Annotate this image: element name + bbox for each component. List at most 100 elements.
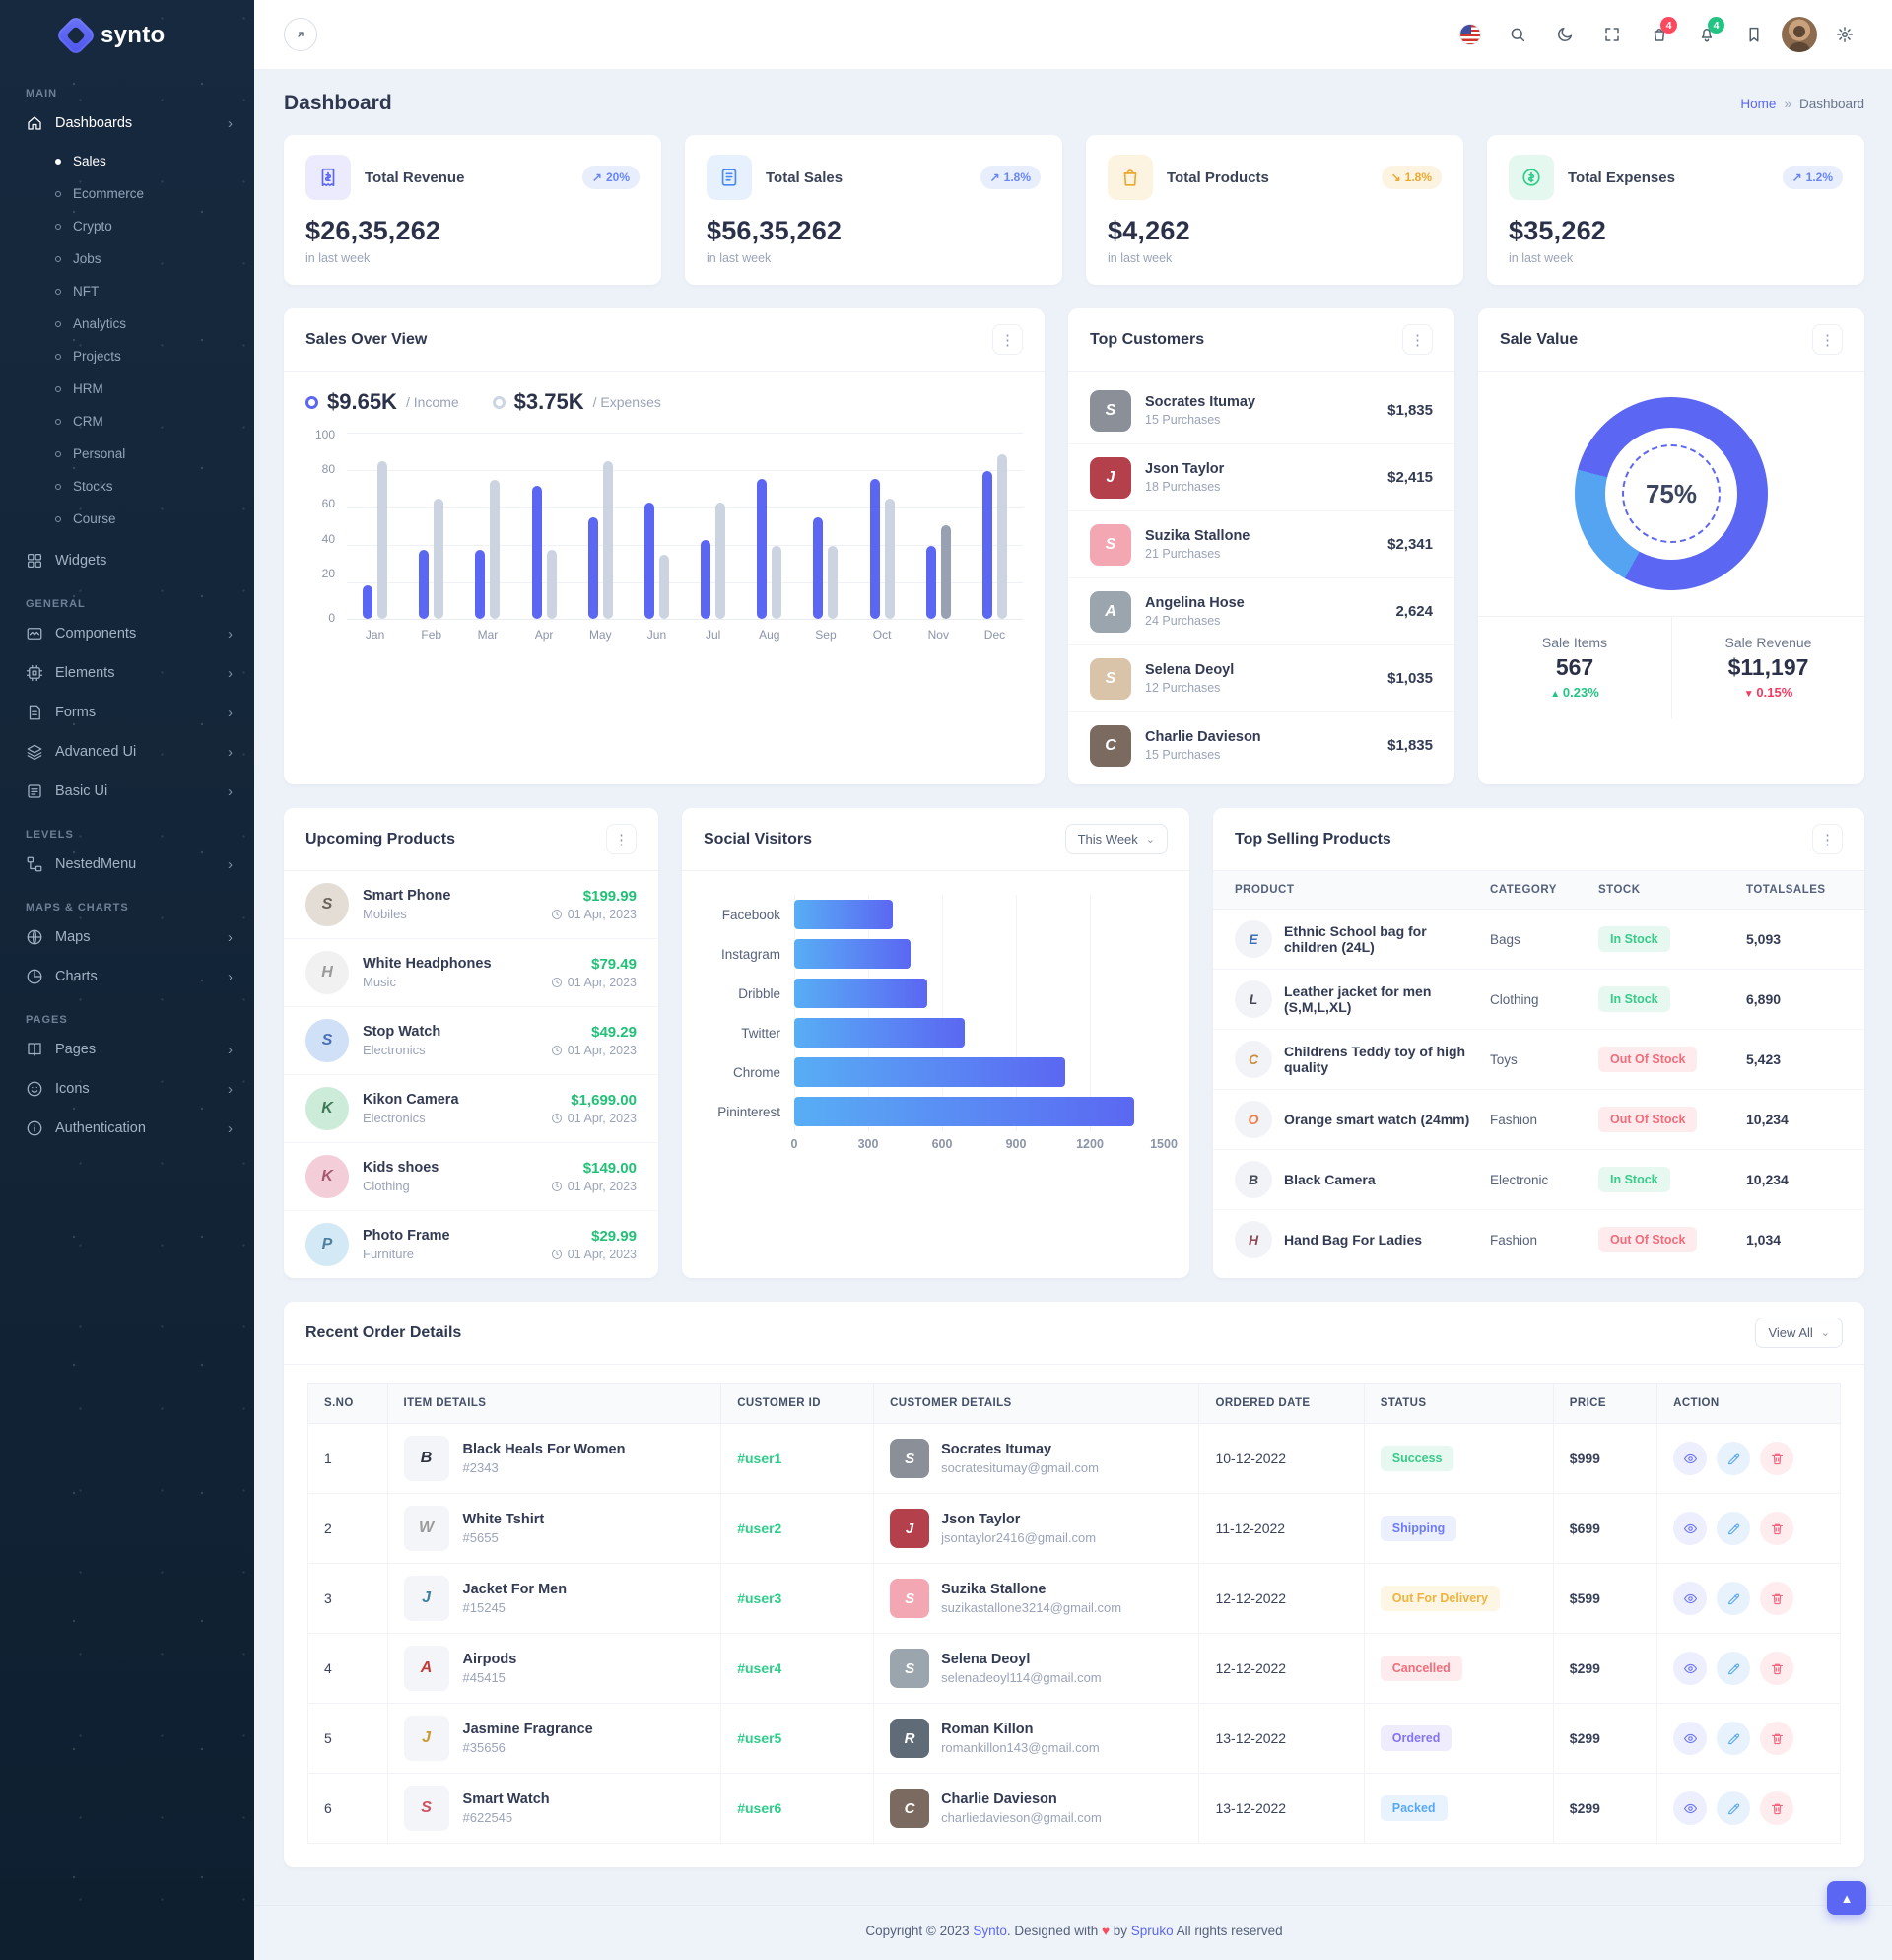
table-row[interactable]: 2 W White Tshirt #5655 bbox=[308, 1494, 1841, 1564]
stat-card-total-expenses[interactable]: Total Expenses ↗1.2% $35,262 in last wee… bbox=[1487, 135, 1864, 285]
sidebar-item-widgets[interactable]: Widgets bbox=[0, 541, 254, 580]
sidebar-subitem[interactable]: HRM bbox=[0, 372, 254, 405]
customer-list-item[interactable]: S Suzika Stallone 21 Purchases $2,341 bbox=[1068, 511, 1454, 578]
view-button[interactable] bbox=[1673, 1512, 1707, 1545]
view-button[interactable] bbox=[1673, 1582, 1707, 1615]
sidebar-subitem[interactable]: CRM bbox=[0, 405, 254, 438]
product-list-item[interactable]: K Kids shoes Clothing $149.00 01 Ap bbox=[284, 1143, 658, 1211]
delete-button[interactable] bbox=[1760, 1512, 1793, 1545]
month-label: Sep bbox=[797, 628, 853, 642]
sidebar-subitem[interactable]: Course bbox=[0, 503, 254, 535]
table-row[interactable]: 1 B Black Heals For Women #2343 bbox=[308, 1424, 1841, 1494]
sidebar-item-dashboards[interactable]: Dashboards › bbox=[0, 103, 254, 143]
breadcrumb-home-link[interactable]: Home bbox=[1740, 97, 1776, 111]
card-menu-button[interactable]: ⋮ bbox=[1812, 824, 1843, 854]
card-menu-button[interactable]: ⋮ bbox=[992, 324, 1023, 355]
sidebar-group-general: GENERAL bbox=[0, 580, 254, 614]
delete-button[interactable] bbox=[1760, 1791, 1793, 1825]
sidebar-item-elements[interactable]: Elements › bbox=[0, 653, 254, 693]
sidebar-subitem[interactable]: Stocks bbox=[0, 470, 254, 503]
sidebar-item-maps[interactable]: Maps › bbox=[0, 917, 254, 957]
sidebar-subitem[interactable]: Analytics bbox=[0, 307, 254, 340]
stock-badge: Out Of Stock bbox=[1598, 1107, 1697, 1132]
card-menu-button[interactable]: ⋮ bbox=[1402, 324, 1433, 355]
table-row[interactable]: L Leather jacket for men (S,M,L,XL) Clot… bbox=[1213, 970, 1864, 1030]
table-row[interactable]: 4 A Airpods #45415 bbox=[308, 1634, 1841, 1704]
synto-link[interactable]: Synto bbox=[973, 1924, 1007, 1938]
product-list-item[interactable]: P Photo Frame Furniture $29.99 01 A bbox=[284, 1211, 658, 1278]
table-row[interactable]: H Hand Bag For Ladies Fashion Out Of Sto… bbox=[1213, 1210, 1864, 1269]
fullscreen-button[interactable] bbox=[1592, 15, 1632, 54]
table-row[interactable]: O Orange smart watch (24mm) Fashion Out … bbox=[1213, 1090, 1864, 1150]
table-row[interactable]: 5 J Jasmine Fragrance #35656 bbox=[308, 1704, 1841, 1774]
table-row[interactable]: E Ethnic School bag for children (24L) B… bbox=[1213, 910, 1864, 970]
sidebar-subitem[interactable]: Crypto bbox=[0, 210, 254, 242]
stat-card-total-sales[interactable]: Total Sales ↗1.8% $56,35,262 in last wee… bbox=[685, 135, 1062, 285]
customer-list-item[interactable]: S Socrates Itumay 15 Purchases $1,835 bbox=[1068, 377, 1454, 444]
customer-list-item[interactable]: A Angelina Hose 24 Purchases 2,624 bbox=[1068, 578, 1454, 645]
view-button[interactable] bbox=[1673, 1722, 1707, 1755]
edit-button[interactable] bbox=[1717, 1722, 1750, 1755]
sidebar-subitem[interactable]: Projects bbox=[0, 340, 254, 372]
sidebar-subitem[interactable]: Jobs bbox=[0, 242, 254, 275]
sidebar-toggle-button[interactable] bbox=[284, 18, 317, 51]
settings-gear-button[interactable] bbox=[1825, 15, 1864, 54]
edit-button[interactable] bbox=[1717, 1652, 1750, 1685]
dark-mode-button[interactable] bbox=[1545, 15, 1585, 54]
sidebar-item-components[interactable]: Components › bbox=[0, 614, 254, 653]
edit-button[interactable] bbox=[1717, 1442, 1750, 1475]
sidebar-item-advanced-ui[interactable]: Advanced Ui › bbox=[0, 732, 254, 772]
sidebar-item-pages[interactable]: Pages › bbox=[0, 1030, 254, 1069]
sidebar-item-nested-menu[interactable]: NestedMenu › bbox=[0, 845, 254, 884]
view-button[interactable] bbox=[1673, 1652, 1707, 1685]
sidebar-subitem[interactable]: Sales bbox=[0, 145, 254, 177]
brand[interactable]: synto bbox=[0, 0, 254, 70]
search-button[interactable] bbox=[1498, 15, 1537, 54]
stat-card-total-revenue[interactable]: Total Revenue ↗20% $26,35,262 in last we… bbox=[284, 135, 661, 285]
table-row[interactable]: 3 J Jacket For Men #15245 bbox=[308, 1564, 1841, 1634]
edit-button[interactable] bbox=[1717, 1582, 1750, 1615]
product-image: K bbox=[305, 1155, 349, 1198]
bookmark-button[interactable] bbox=[1734, 15, 1774, 54]
table-row[interactable]: B Black Camera Electronic In Stock 10,23… bbox=[1213, 1150, 1864, 1210]
delete-button[interactable] bbox=[1760, 1442, 1793, 1475]
sidebar-item-icons[interactable]: Icons › bbox=[0, 1069, 254, 1109]
user-avatar[interactable] bbox=[1782, 17, 1817, 52]
sidebar-item-charts[interactable]: Charts › bbox=[0, 957, 254, 996]
scroll-to-top-button[interactable]: ▲ bbox=[1827, 1881, 1866, 1915]
edit-button[interactable] bbox=[1717, 1512, 1750, 1545]
view-button[interactable] bbox=[1673, 1791, 1707, 1825]
customer-list-item[interactable]: C Charlie Davieson 15 Purchases $1,835 bbox=[1068, 712, 1454, 778]
table-row[interactable]: C Childrens Teddy toy of high quality To… bbox=[1213, 1030, 1864, 1090]
table-row[interactable]: 6 S Smart Watch #622545 bbox=[308, 1774, 1841, 1844]
delete-button[interactable] bbox=[1760, 1652, 1793, 1685]
expenses-bar bbox=[659, 555, 669, 619]
notifications-button[interactable]: 4 bbox=[1687, 15, 1726, 54]
card-menu-button[interactable]: ⋮ bbox=[606, 824, 637, 854]
product-list-item[interactable]: S Smart Phone Mobiles $199.99 01 Ap bbox=[284, 871, 658, 939]
card-menu-button[interactable]: ⋮ bbox=[1812, 324, 1843, 355]
cart-button[interactable]: 4 bbox=[1640, 15, 1679, 54]
view-all-dropdown[interactable]: View All ⌄ bbox=[1755, 1318, 1843, 1348]
sidebar-item-forms[interactable]: Forms › bbox=[0, 693, 254, 732]
delete-button[interactable] bbox=[1760, 1722, 1793, 1755]
sidebar-subitem[interactable]: NFT bbox=[0, 275, 254, 307]
stat-card-total-products[interactable]: Total Products ↘1.8% $4,262 in last week bbox=[1086, 135, 1463, 285]
spruko-link[interactable]: Spruko bbox=[1131, 1924, 1174, 1938]
sidebar-subitem[interactable]: Ecommerce bbox=[0, 177, 254, 210]
edit-button[interactable] bbox=[1717, 1791, 1750, 1825]
customer-list-item[interactable]: S Selena Deoyl 12 Purchases $1,035 bbox=[1068, 645, 1454, 712]
sidebar-item-basic-ui[interactable]: Basic Ui › bbox=[0, 772, 254, 811]
time-range-dropdown[interactable]: This Week ⌄ bbox=[1065, 824, 1168, 854]
customer-list-item[interactable]: J Json Taylor 18 Purchases $2,415 bbox=[1068, 444, 1454, 511]
product-list-item[interactable]: K Kikon Camera Electronics $1,699.00 bbox=[284, 1075, 658, 1143]
language-flag-button[interactable] bbox=[1451, 15, 1490, 54]
view-button[interactable] bbox=[1673, 1442, 1707, 1475]
delete-button[interactable] bbox=[1760, 1582, 1793, 1615]
sidebar-subitem-label: CRM bbox=[73, 414, 103, 429]
product-list-item[interactable]: S Stop Watch Electronics $49.29 01 bbox=[284, 1007, 658, 1075]
product-list-item[interactable]: H White Headphones Music $79.49 01 bbox=[284, 939, 658, 1007]
sidebar-item-authentication[interactable]: Authentication › bbox=[0, 1109, 254, 1148]
sidebar-subitem[interactable]: Personal bbox=[0, 438, 254, 470]
